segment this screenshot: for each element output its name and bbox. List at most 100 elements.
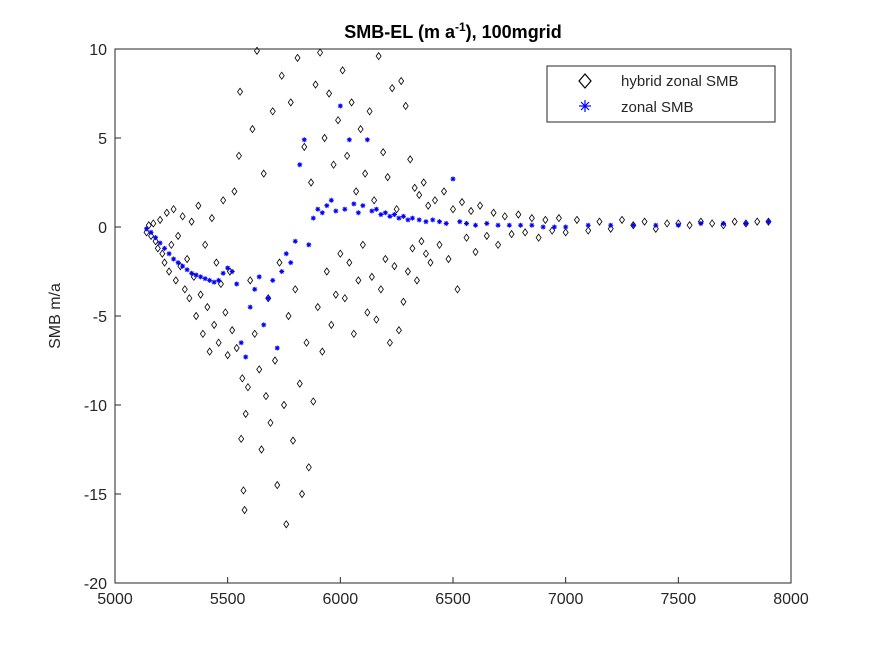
data-point [368, 272, 375, 282]
y-axis-label: SMB m/a [47, 283, 64, 349]
data-point [265, 295, 271, 301]
plot-background [115, 49, 791, 583]
data-point [233, 343, 240, 353]
data-point [619, 215, 625, 225]
data-point [427, 258, 434, 267]
data-point [454, 285, 461, 294]
data-point [355, 210, 361, 216]
data-point [342, 206, 348, 212]
data-point [161, 258, 168, 267]
x-tick-label: 7500 [661, 591, 697, 608]
data-point [409, 215, 415, 221]
data-point [380, 148, 387, 157]
data-point [506, 222, 512, 228]
data-point [430, 217, 436, 223]
data-point [346, 137, 352, 143]
data-point [235, 151, 242, 160]
data-point [168, 240, 175, 249]
data-point [249, 124, 256, 134]
data-point [237, 87, 244, 96]
data-point [484, 220, 490, 226]
data-point [306, 242, 312, 248]
data-point [472, 247, 479, 257]
data-point [184, 267, 190, 273]
data-point [540, 224, 546, 230]
y-axis: -20 -15 -10 -5 0 5 10 [84, 42, 121, 593]
data-point [229, 269, 235, 274]
data-point [207, 277, 213, 283]
data-point [425, 201, 432, 210]
data-point [549, 226, 556, 235]
data-point [144, 226, 150, 232]
data-point [431, 196, 438, 205]
legend-asterisk-icon [579, 100, 591, 112]
data-point [153, 235, 159, 241]
data-point [166, 251, 172, 257]
data-point [411, 183, 418, 193]
series-hybrid-zonal-smb [143, 46, 772, 529]
data-point [709, 219, 716, 228]
x-tick-label: 6500 [435, 591, 471, 608]
data-point [220, 270, 226, 276]
data-point [357, 124, 364, 134]
data-point [463, 233, 470, 242]
data-point [217, 279, 224, 289]
y-tick-label: -20 [84, 576, 107, 593]
data-point [193, 311, 200, 321]
data-point [391, 212, 397, 218]
data-point [330, 160, 337, 169]
data-point [400, 297, 407, 306]
data-point [416, 217, 422, 223]
data-point [234, 281, 240, 287]
data-point [197, 290, 204, 299]
data-point [328, 197, 334, 203]
data-point [159, 249, 166, 258]
data-point [204, 302, 211, 312]
data-point [251, 329, 258, 338]
data-point [256, 274, 262, 280]
data-point [189, 270, 195, 276]
data-point [301, 142, 308, 152]
data-point [243, 354, 249, 360]
data-point [423, 219, 429, 225]
data-point [366, 107, 373, 116]
data-point [321, 133, 328, 143]
data-point [450, 176, 456, 182]
y-tick-label: -15 [84, 487, 107, 504]
data-point [743, 220, 749, 226]
data-point [247, 276, 254, 285]
data-point [420, 178, 427, 187]
title-main: SMB-EL (m a [344, 22, 456, 42]
data-point [555, 213, 562, 223]
x-tick-label: 8000 [773, 591, 809, 608]
legend: hybrid zonal SMB zonal SMB [546, 65, 776, 123]
data-point [224, 350, 231, 360]
data-point [171, 256, 177, 262]
data-point [698, 220, 704, 226]
data-point [562, 228, 569, 237]
data-point [515, 210, 522, 219]
data-point [518, 222, 524, 228]
data-point [664, 219, 671, 228]
data-point [418, 237, 425, 246]
data-point [393, 205, 400, 214]
data-point [310, 215, 316, 221]
data-point [344, 151, 351, 160]
data-point [720, 221, 727, 230]
data-point [473, 222, 479, 228]
data-point [296, 379, 303, 388]
data-point [297, 162, 303, 168]
x-tick-label: 5000 [97, 591, 133, 608]
data-point [508, 229, 515, 239]
data-point [333, 208, 339, 214]
data-point [396, 215, 402, 221]
data-point [529, 222, 535, 228]
data-point [242, 409, 249, 419]
data-point [186, 294, 193, 303]
data-point [193, 272, 199, 278]
data-point [170, 205, 177, 214]
data-point [445, 254, 452, 264]
data-point [198, 274, 204, 280]
data-point [231, 187, 238, 196]
